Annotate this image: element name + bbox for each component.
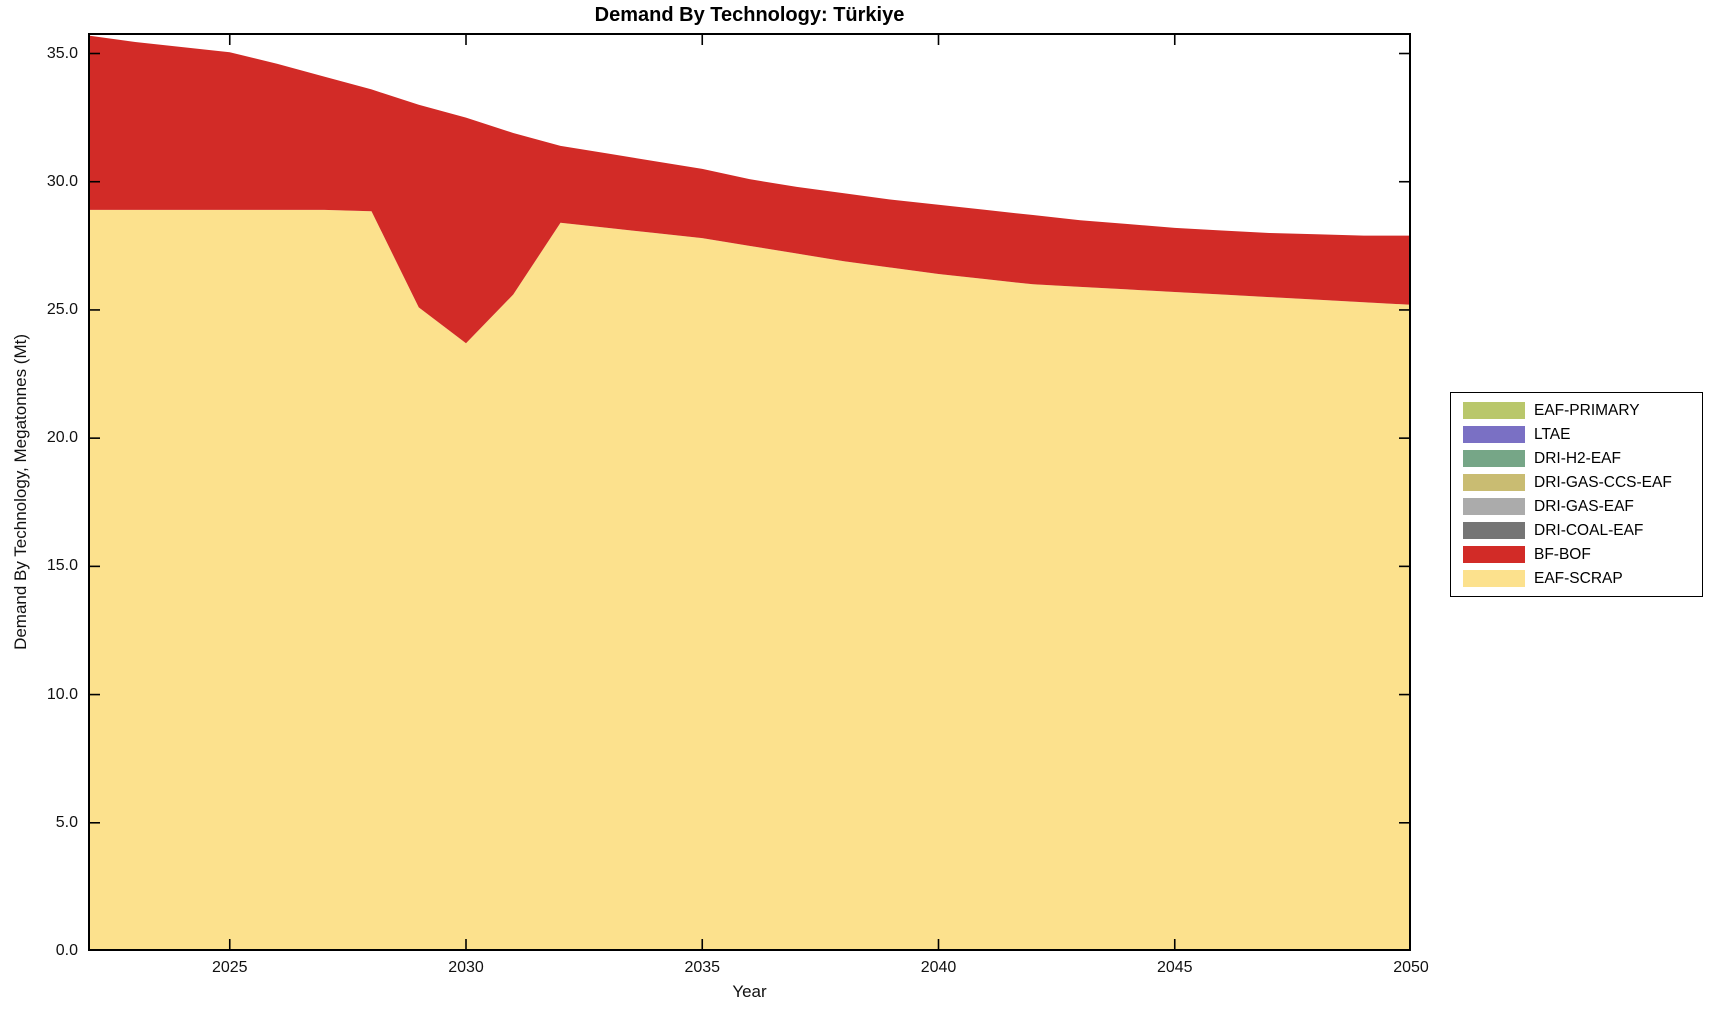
legend-label: LTAE — [1534, 425, 1571, 443]
legend-item-bf-bof: BF-BOF — [1451, 543, 1702, 567]
legend-item-dri-coal-eaf: DRI-COAL-EAF — [1451, 519, 1702, 543]
legend-swatch-icon — [1463, 450, 1525, 467]
legend-swatch-icon — [1463, 402, 1525, 419]
legend-item-eaf-scrap: EAF-SCRAP — [1451, 567, 1702, 591]
x-tick-label: 2050 — [1393, 959, 1429, 976]
area-eaf-scrap — [88, 209, 1411, 951]
y-tick-label: 35.0 — [46, 44, 78, 62]
legend-swatch-icon — [1463, 474, 1525, 491]
legend-label: DRI-H2-EAF — [1534, 449, 1621, 467]
y-tick-label: 30.0 — [46, 172, 78, 190]
y-tick-label: 25.0 — [46, 300, 78, 318]
y-axis-label: Demand By Technology, Megatonnes (Mt) — [11, 334, 30, 650]
legend-label: BF-BOF — [1534, 545, 1591, 563]
x-tick-label: 2045 — [1156, 959, 1193, 976]
legend-swatch-icon — [1463, 522, 1525, 539]
legend-label: DRI-COAL-EAF — [1534, 521, 1644, 539]
legend-label: DRI-GAS-EAF — [1534, 497, 1634, 515]
x-tick-label: 2035 — [684, 959, 721, 976]
chart-title: Demand By Technology: Türkiye — [594, 4, 905, 26]
legend-label: EAF-PRIMARY — [1534, 401, 1640, 419]
x-tick-label: 2040 — [920, 959, 957, 976]
legend-swatch-icon — [1463, 426, 1525, 443]
legend-label: EAF-SCRAP — [1534, 569, 1623, 587]
y-tick-label: 5.0 — [55, 813, 78, 831]
legend-item-ltae: LTAE — [1451, 423, 1702, 447]
legend-item-dri-gas-eaf: DRI-GAS-EAF — [1451, 495, 1702, 519]
legend-swatch-icon — [1463, 498, 1525, 515]
x-tick-label: 2025 — [211, 959, 248, 976]
legend-item-eaf-primary: EAF-PRIMARY — [1451, 399, 1702, 423]
y-tick-label: 10.0 — [46, 685, 78, 703]
area-bf-bof — [88, 35, 1411, 344]
stacked-area-chart — [88, 33, 1411, 951]
legend-swatch-icon — [1463, 570, 1525, 587]
legend-item-dri-h2-eaf: DRI-H2-EAF — [1451, 447, 1702, 471]
legend-item-dri-gas-ccs-eaf: DRI-GAS-CCS-EAF — [1451, 471, 1702, 495]
plot-area — [88, 33, 1411, 951]
y-tick-label: 20.0 — [46, 429, 78, 447]
x-axis-label: Year — [732, 982, 767, 1001]
legend-label: DRI-GAS-CCS-EAF — [1534, 473, 1672, 491]
x-tick-label: 2030 — [448, 959, 484, 976]
y-tick-label: 15.0 — [46, 557, 78, 575]
plot-frame — [88, 33, 1411, 951]
legend-swatch-icon — [1463, 546, 1525, 563]
y-tick-label: 0.0 — [55, 942, 78, 959]
legend: EAF-PRIMARY LTAE DRI-H2-EAF DRI-GAS-CCS-EAF… — [1450, 392, 1703, 597]
